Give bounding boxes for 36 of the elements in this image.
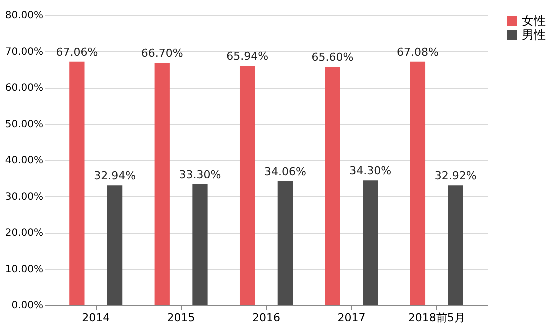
data-label: 34.06% — [264, 166, 306, 179]
bar — [192, 184, 208, 305]
x-tick-label: 2014 — [82, 312, 110, 324]
data-label: 65.94% — [226, 50, 269, 63]
bar — [240, 66, 256, 305]
data-label: 32.94% — [94, 170, 136, 183]
x-tick-label: 2018前5月 — [408, 312, 466, 324]
y-tick-label: 20.00% — [5, 228, 44, 239]
y-tick-label: 70.00% — [5, 46, 44, 58]
bar — [154, 63, 170, 305]
data-label: 34.30% — [350, 164, 392, 178]
legend-label: 女性 — [522, 14, 546, 28]
y-tick-label: 0.00% — [12, 300, 44, 312]
data-label: 65.60% — [312, 51, 354, 64]
y-tick-label: 40.00% — [5, 156, 44, 166]
data-label: 67.06% — [56, 46, 98, 59]
data-label: 66.70% — [141, 47, 184, 60]
legend-label: 男性 — [522, 28, 546, 42]
x-tick-label: 2016 — [252, 312, 280, 324]
y-tick-label: 50.00% — [5, 119, 44, 130]
bar — [448, 186, 464, 305]
data-label: 33.30% — [179, 168, 222, 182]
y-tick-label: 80.00% — [5, 10, 44, 22]
bar — [70, 62, 85, 305]
y-tick-label: 60.00% — [5, 83, 44, 94]
bar — [363, 180, 378, 305]
bar — [325, 67, 340, 305]
data-label: 32.92% — [434, 170, 477, 183]
x-tick-label: 2015 — [167, 312, 196, 324]
data-label: 67.08% — [396, 46, 439, 59]
x-tick-label: 2017 — [338, 312, 366, 324]
y-tick-label: 30.00% — [5, 192, 44, 203]
y-tick-label: 10.00% — [5, 264, 44, 276]
bar — [278, 182, 294, 305]
bar — [107, 186, 123, 305]
bar — [410, 62, 426, 305]
